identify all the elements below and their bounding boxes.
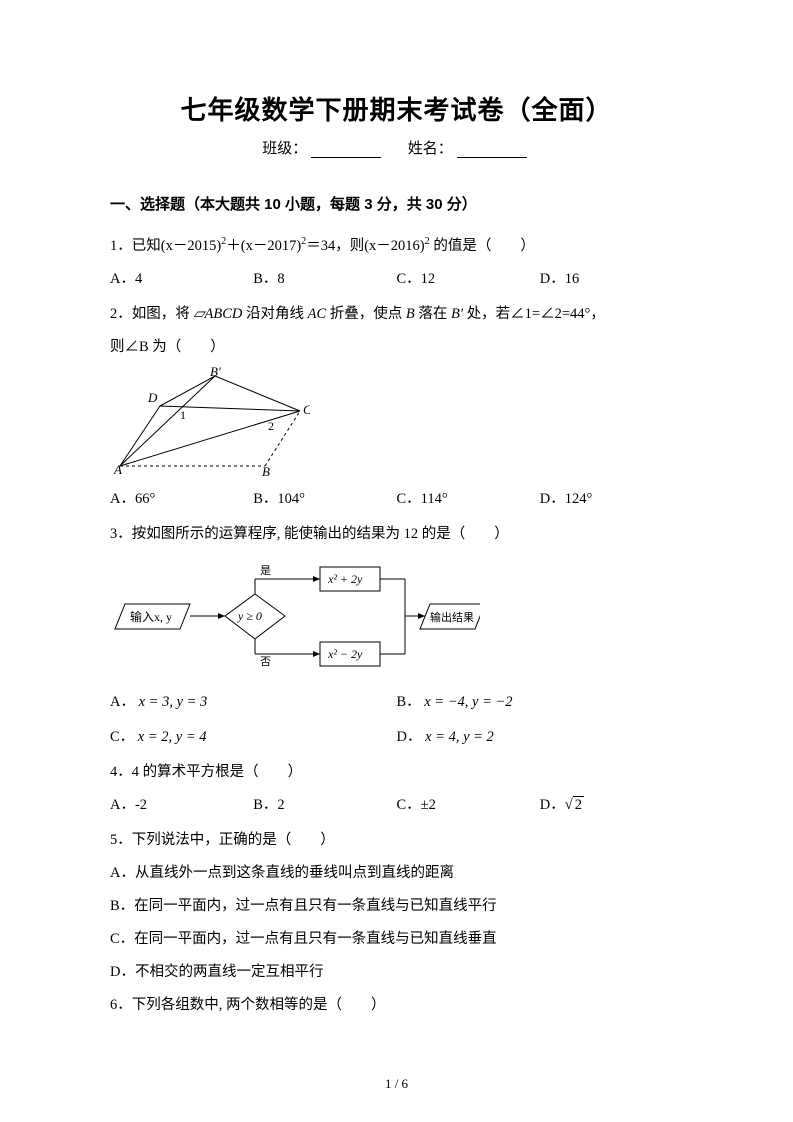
q2-options: A．66° B．104° C．114° D．124°: [110, 485, 683, 514]
q3-c-pre: C．: [110, 729, 134, 745]
q1-opt-c: C．12: [397, 265, 540, 294]
q2-label-Bp: B′: [210, 366, 221, 379]
question-1: 1．已知(x－2015)2＋(x－2017)2＝34，则(x－2016)2 的值…: [110, 232, 683, 261]
q2-label-B: B: [262, 464, 270, 476]
question-6: 6．下列各组数中, 两个数相等的是（ ）: [110, 991, 683, 1020]
q3-d-pre: D．: [397, 729, 422, 745]
page-title: 七年级数学下册期末考试卷（全面）: [110, 90, 683, 127]
q3-opt-c: C． x = 2, y = 4: [110, 723, 397, 752]
class-blank[interactable]: [311, 144, 381, 158]
q1-opt-a: A．4: [110, 265, 253, 294]
q2-t5: 处，若∠1=∠2=44°，: [467, 306, 605, 322]
section-1-heading: 一、选择题（本大题共 10 小题，每题 3 分，共 30 分）: [110, 193, 683, 214]
q1-frag4: 的值是（ ）: [430, 238, 535, 254]
flow-yes: 是: [260, 564, 271, 577]
q1-frag1: 1．已知(x－2015): [110, 238, 221, 254]
q3-options-row1: A． x = 3, y = 3 B． x = −4, y = −2: [110, 688, 683, 717]
question-2: 2．如图，将 ▱ABCD 沿对角线 AC 折叠，使点 B 落在 B′ 处，若∠1…: [110, 300, 683, 329]
flow-cond: y ≥ 0: [237, 609, 262, 623]
q2-svg: A B C D B′ 1 2: [110, 366, 310, 476]
q1-frag2: ＋(x－2017): [226, 238, 301, 254]
q2-t4: 落在: [418, 306, 447, 322]
q3-flowchart-svg: 输入x, y y ≥ 0 是 否 x² + 2y x² − 2y: [110, 559, 480, 669]
q2-opt-a: A．66°: [110, 485, 253, 514]
q3-a-pre: A．: [110, 694, 135, 710]
q1-opt-b: B．8: [253, 265, 396, 294]
q2-opt-c: C．114°: [397, 485, 540, 514]
q3-opt-d: D． x = 4, y = 2: [397, 723, 684, 752]
exam-page: 七年级数学下册期末考试卷（全面） 班级： 姓名： 一、选择题（本大题共 10 小…: [0, 0, 793, 1122]
name-blank[interactable]: [457, 144, 527, 158]
student-info-line: 班级： 姓名：: [110, 137, 683, 158]
q3-opt-b: B． x = −4, y = −2: [397, 688, 684, 717]
q1-options: A．4 B．8 C．12 D．16: [110, 265, 683, 294]
q5-opt-d: D．不相交的两直线一定互相平行: [110, 958, 683, 987]
flow-bot: x² − 2y: [327, 647, 363, 661]
q2-opt-b: B．104°: [253, 485, 396, 514]
q4-opt-d: D．2: [540, 791, 683, 820]
q3-opt-a: A． x = 3, y = 3: [110, 688, 397, 717]
q4-options: A．-2 B．2 C．±2 D．2: [110, 791, 683, 820]
q2-t1: 2．如图，将: [110, 306, 190, 322]
q3-figure: 输入x, y y ≥ 0 是 否 x² + 2y x² − 2y: [110, 559, 683, 674]
q2-angle1: 1: [180, 408, 186, 422]
q3-a-math: x = 3, y = 3: [139, 694, 208, 710]
q5-opt-b: B．在同一平面内，过一点有且只有一条直线与已知直线平行: [110, 892, 683, 921]
q2-angle2: 2: [268, 419, 274, 433]
q5-opt-a: A．从直线外一点到这条直线的垂线叫点到直线的距离: [110, 859, 683, 888]
sqrt-icon: 2: [565, 791, 584, 820]
question-3: 3．按如图所示的运算程序, 能使输出的结果为 12 的是（ ）: [110, 520, 683, 549]
q3-b-math: x = −4, y = −2: [424, 694, 512, 710]
q2-figure: A B C D B′ 1 2: [110, 366, 683, 481]
name-label: 姓名：: [408, 141, 453, 157]
q4-opt-c: C．±2: [397, 791, 540, 820]
q2-ac: AC: [308, 306, 327, 322]
class-label: 班级：: [262, 141, 307, 157]
q4-opt-b: B．2: [253, 791, 396, 820]
q2-t3: 折叠，使点: [330, 306, 403, 322]
q2-abcd: ▱ABCD: [193, 306, 242, 322]
question-2-line2: 则∠B 为（ ）: [110, 333, 683, 362]
q5-opt-c: C．在同一平面内，过一点有且只有一条直线与已知直线垂直: [110, 925, 683, 954]
page-number: 1 / 6: [0, 1076, 793, 1092]
flow-out: 输出结果: [430, 610, 474, 624]
q3-options-row2: C． x = 2, y = 4 D． x = 4, y = 2: [110, 723, 683, 752]
q2-label-A: A: [113, 462, 122, 476]
q3-d-math: x = 4, y = 2: [425, 729, 494, 745]
q2-t2: 沿对角线: [246, 306, 304, 322]
q2-b: B: [406, 306, 415, 322]
q2-bprime: B′: [451, 306, 463, 322]
question-5: 5．下列说法中，正确的是（ ）: [110, 826, 683, 855]
q3-c-math: x = 2, y = 4: [138, 729, 207, 745]
q1-frag3: ＝34，则(x－2016): [306, 238, 424, 254]
q2-opt-d: D．124°: [540, 485, 683, 514]
flow-top: x² + 2y: [327, 572, 363, 586]
q4-opt-a: A．-2: [110, 791, 253, 820]
flow-input: 输入x, y: [130, 609, 172, 624]
q2-label-D: D: [147, 390, 158, 405]
flow-no: 否: [260, 656, 271, 668]
q3-b-pre: B．: [397, 694, 421, 710]
q1-opt-d: D．16: [540, 265, 683, 294]
question-4: 4．4 的算术平方根是（ ）: [110, 758, 683, 787]
q2-label-C: C: [303, 402, 310, 417]
